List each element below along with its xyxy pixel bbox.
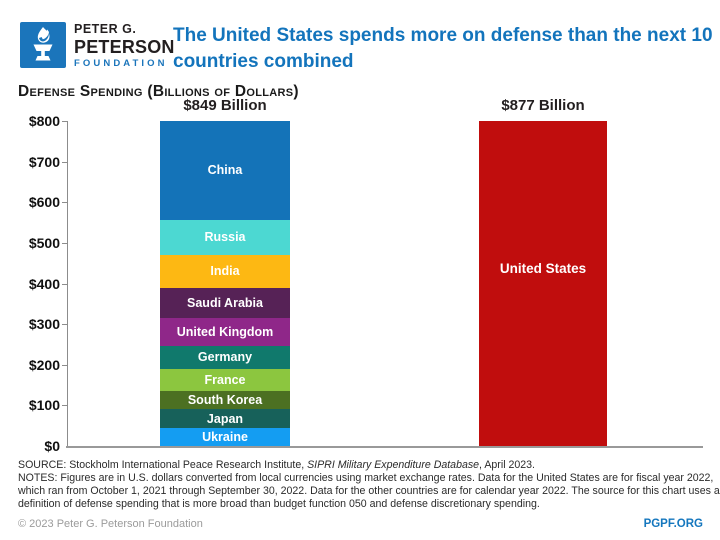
y-tick-label: $800 bbox=[28, 113, 60, 129]
bar-segment-south-korea: South Korea bbox=[160, 390, 290, 410]
segment-label: Germany bbox=[197, 350, 253, 365]
pgpf-org-link[interactable]: PGPF.ORG bbox=[643, 518, 703, 530]
y-tick-mark bbox=[62, 283, 67, 285]
logo-wordmark: PETER G. PETERSON FOUNDATION bbox=[74, 23, 175, 68]
y-tick-label: $100 bbox=[28, 397, 60, 414]
pgpf-logo bbox=[20, 22, 66, 68]
y-tick-label: $500 bbox=[28, 234, 60, 251]
bar-segment-united-kingdom: United Kingdom bbox=[160, 318, 290, 347]
y-tick-mark bbox=[62, 202, 67, 204]
segment-label: United States bbox=[499, 260, 587, 276]
segment-label: Russia bbox=[204, 230, 246, 245]
copyright-text: © 2023 Peter G. Peterson Foundation bbox=[18, 518, 203, 530]
source-line: SOURCE: Stockholm International Peace Re… bbox=[18, 459, 535, 471]
y-tick-mark bbox=[62, 364, 67, 366]
bar-segment-japan: Japan bbox=[160, 409, 290, 429]
y-tick-label: $0 bbox=[44, 438, 60, 454]
segment-label: South Korea bbox=[187, 393, 263, 407]
segment-label: United Kingdom bbox=[176, 325, 274, 340]
logo-line-foundation: FOUNDATION bbox=[74, 57, 168, 69]
bar-total-label: $877 Billion bbox=[501, 97, 585, 114]
y-axis-line bbox=[67, 121, 68, 446]
segment-label: Saudi Arabia bbox=[187, 296, 263, 311]
source-suffix: , April 2023. bbox=[479, 459, 535, 471]
logo-line-peterson: PETERSON bbox=[74, 36, 175, 57]
segment-label: India bbox=[210, 264, 240, 279]
bar-segment-russia: Russia bbox=[160, 219, 290, 255]
bar-total-label: $849 Billion bbox=[183, 97, 267, 114]
bar-segment-saudi-arabia: Saudi Arabia bbox=[160, 287, 290, 319]
y-tick-mark bbox=[62, 161, 67, 163]
bar-segment-united-states: United States bbox=[479, 121, 607, 446]
y-tick-label: $400 bbox=[28, 275, 60, 292]
y-tick-label: $200 bbox=[28, 356, 60, 373]
y-tick-mark bbox=[62, 121, 67, 122]
segment-label: China bbox=[207, 163, 243, 178]
bar-segment-france: France bbox=[160, 368, 290, 391]
torch-icon bbox=[20, 27, 66, 72]
y-tick-mark bbox=[62, 324, 67, 326]
bar-segment-india: India bbox=[160, 254, 290, 288]
bar-segment-china: China bbox=[160, 121, 290, 220]
source-prefix: SOURCE: Stockholm International Peace Re… bbox=[18, 459, 308, 471]
y-tick-mark bbox=[62, 242, 67, 244]
y-tick-mark bbox=[62, 405, 67, 407]
segment-label: Japan bbox=[206, 411, 244, 426]
bar-segment-ukraine: Ukraine bbox=[160, 428, 290, 446]
source-database-name: SIPRI Military Expenditure Database bbox=[307, 459, 480, 471]
y-tick-label: $700 bbox=[28, 153, 60, 170]
chart-heading: Defense Spending (Billions of Dollars) bbox=[18, 83, 299, 100]
segment-label: France bbox=[204, 372, 246, 387]
y-tick-label: $600 bbox=[28, 194, 60, 211]
segment-label: Ukraine bbox=[202, 430, 248, 445]
logo-line-peter-g: PETER G. bbox=[74, 22, 137, 36]
bar-segment-germany: Germany bbox=[160, 346, 290, 369]
page-title: The United States spends more on defense… bbox=[173, 25, 713, 72]
y-tick-label: $300 bbox=[28, 316, 60, 333]
x-axis-baseline bbox=[66, 446, 703, 448]
notes-text: NOTES: Figures are in U.S. dollars conve… bbox=[18, 472, 720, 510]
